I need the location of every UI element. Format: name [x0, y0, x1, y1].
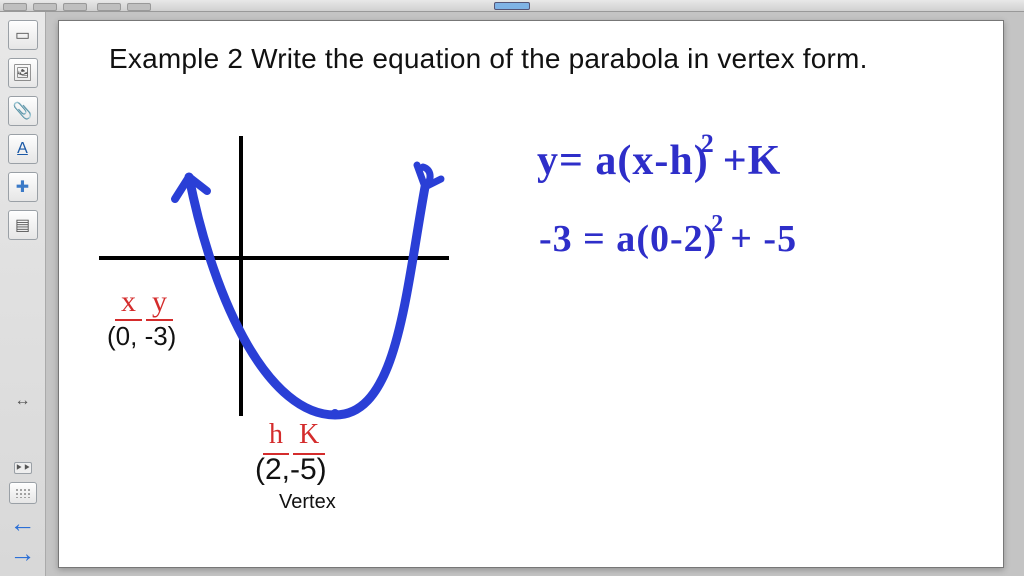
- prev-page-button[interactable]: ←: [8, 512, 38, 534]
- hk-column-headers: h K: [263, 419, 325, 455]
- grid-button[interactable]: [9, 482, 37, 504]
- blank-page-button[interactable]: ▭: [8, 20, 38, 50]
- resize-button[interactable]: ↔: [8, 386, 38, 416]
- xy-column-headers: x y: [115, 285, 173, 321]
- text-tool-button[interactable]: A: [8, 134, 38, 164]
- whiteboard-canvas[interactable]: Example 2 Write the equation of the para…: [58, 20, 1004, 568]
- vertex-point: (2,-5): [255, 453, 327, 487]
- insert-image-button[interactable]: 🖼: [8, 58, 38, 88]
- canvas-frame: Example 2 Write the equation of the para…: [46, 12, 1024, 576]
- next-page-button[interactable]: →: [8, 542, 38, 564]
- k-header: K: [293, 419, 325, 455]
- known-point: (0, -3): [107, 321, 176, 352]
- equation-vertex-form: y= a(x-h)2+K: [537, 137, 781, 185]
- x-header: x: [115, 285, 142, 321]
- ribbon-frame: [0, 0, 1024, 12]
- collapse-toggle[interactable]: ⯈⯈: [14, 462, 32, 474]
- highlighted-term: (0-2): [636, 217, 717, 261]
- equation-substituted: -3 = a(0-2)2+ -5: [539, 217, 797, 261]
- note-tool-button[interactable]: ▤: [8, 210, 38, 240]
- page-title: Example 2 Write the equation of the para…: [109, 43, 868, 75]
- sidebar: ▭ 🖼 📎 A ✚ ▤ ↔ ⯈⯈ ← →: [0, 12, 46, 576]
- y-header: y: [146, 285, 173, 321]
- h-header: h: [263, 419, 289, 455]
- vertex-label: Vertex: [279, 491, 336, 514]
- attach-button[interactable]: 📎: [8, 96, 38, 126]
- insert-widget-button[interactable]: ✚: [8, 172, 38, 202]
